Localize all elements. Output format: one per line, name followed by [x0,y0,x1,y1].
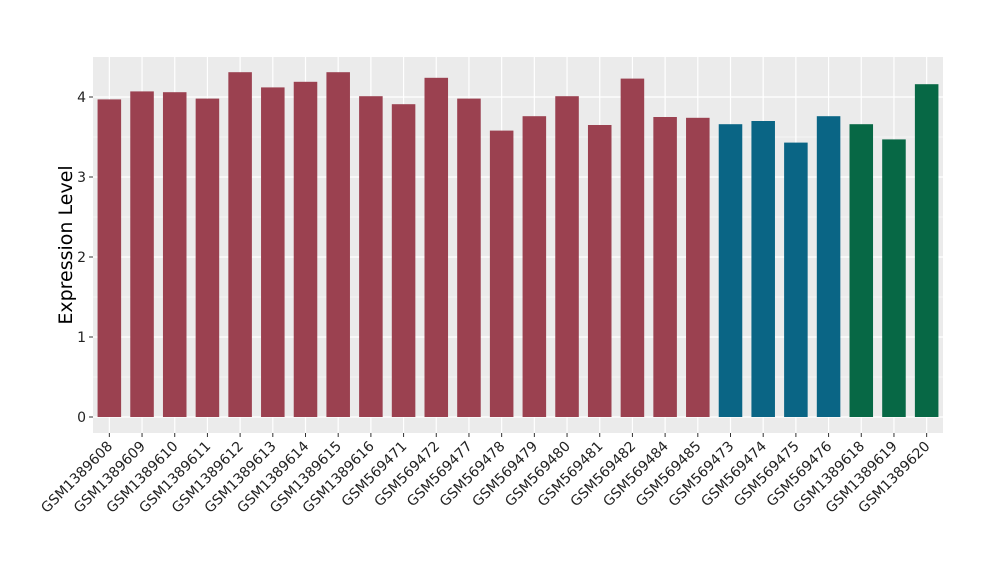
y-axis: 0 1 2 3 4 [77,90,93,426]
bar-GSM569474 [751,121,775,417]
bar-GSM569473 [718,124,743,417]
bar-GSM569479 [522,116,547,417]
y-tick-label: 1 [77,330,86,346]
bars [97,72,939,418]
bar-GSM569477 [457,98,481,417]
bar-GSM1389619 [882,139,906,417]
x-axis: GSM1389608GSM1389609GSM1389610GSM1389611… [38,433,933,516]
bar-GSM569472 [424,77,449,418]
bar-GSM1389612 [228,72,252,417]
bar-GSM1389616 [359,96,383,417]
bar-GSM569485 [686,117,710,418]
bar-GSM569482 [620,78,645,417]
y-tick-label: 2 [77,250,86,266]
bar-GSM569471 [391,104,416,417]
y-tick-label: 4 [77,90,86,106]
bar-GSM1389608 [97,99,122,418]
y-axis-title: Expression Level [55,165,77,324]
bar-GSM569481 [587,125,612,417]
bar-GSM1389620 [914,84,939,417]
y-tick-label: 0 [77,410,86,426]
bar-GSM569484 [653,117,677,417]
plot-panel [93,57,943,433]
bar-GSM1389618 [849,124,874,417]
bar-GSM569478 [489,130,514,417]
bar-GSM1389615 [326,72,350,417]
bar-GSM569476 [816,116,841,417]
bar-GSM1389611 [195,98,220,417]
bar-GSM1389614 [293,81,318,418]
y-tick-label: 3 [77,170,86,186]
bar-GSM1389609 [130,91,154,418]
bar-GSM569475 [784,142,808,417]
bar-GSM569480 [555,96,579,417]
bar-GSM1389610 [162,92,187,417]
bar-GSM1389613 [261,87,285,418]
